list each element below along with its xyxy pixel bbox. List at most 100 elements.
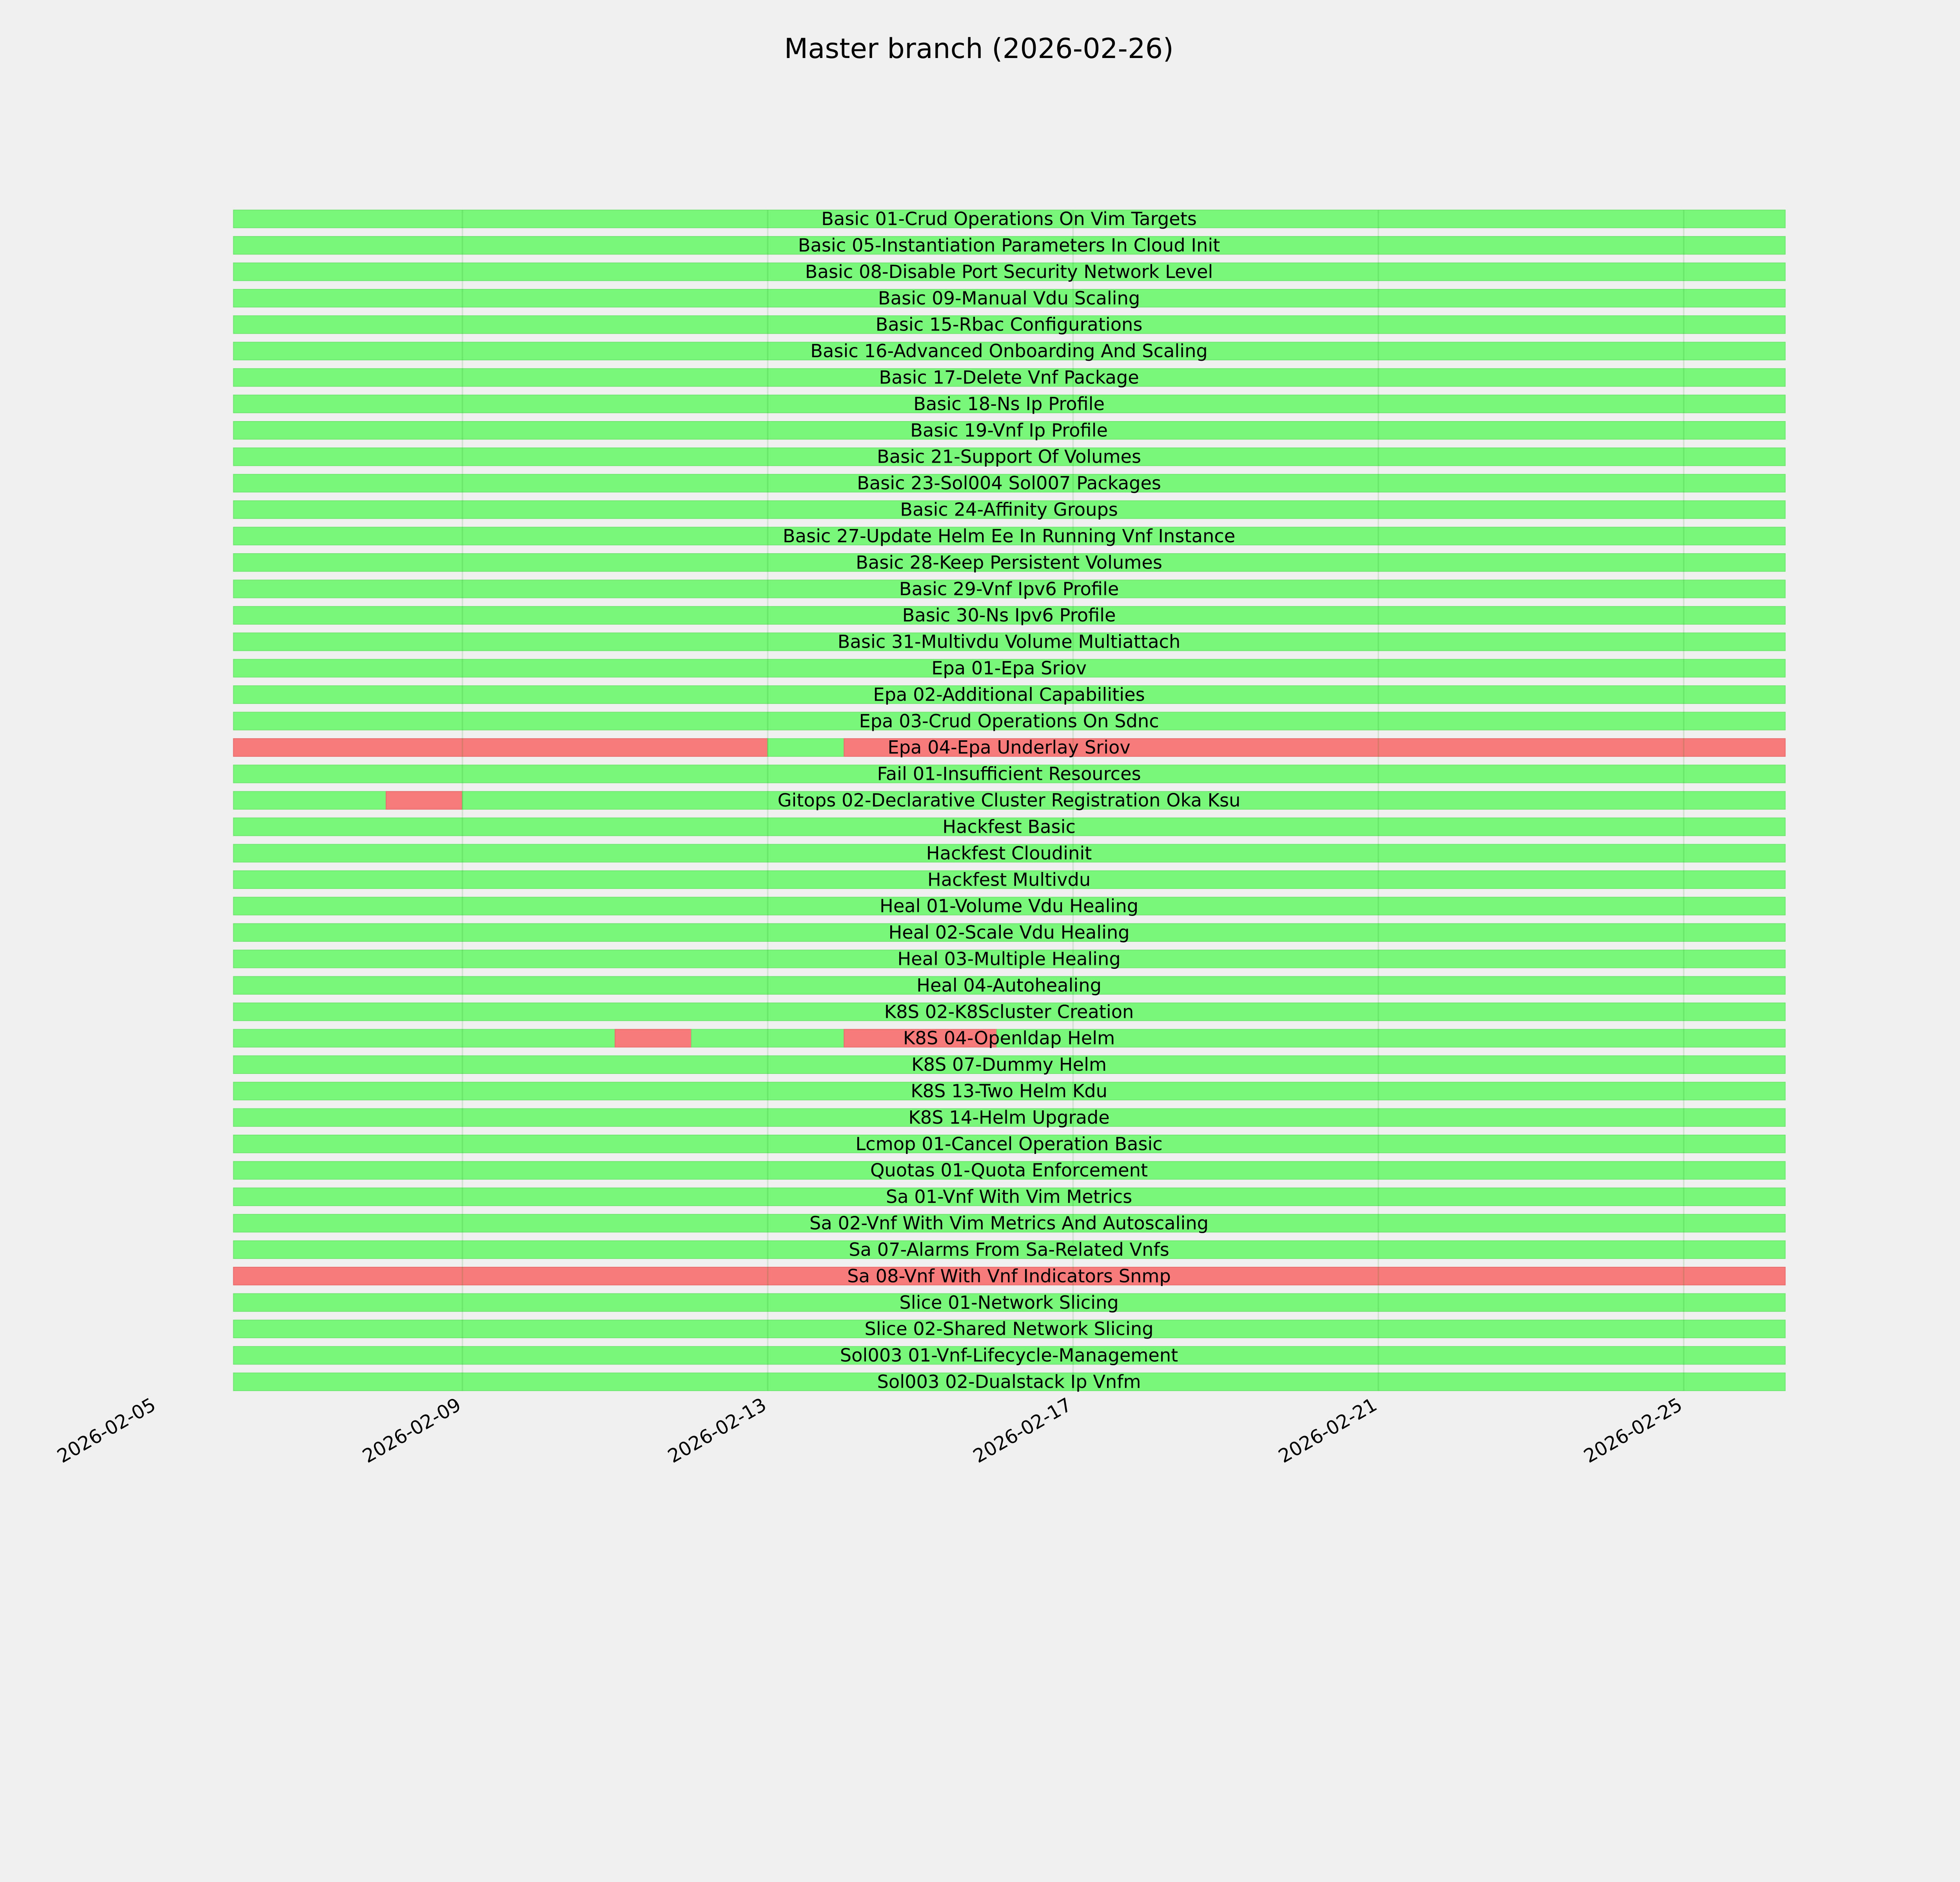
pass-segment (233, 579, 1786, 598)
pass-segment (233, 474, 1786, 493)
row-label: Epa 01-Epa Sriov (931, 658, 1087, 679)
row-label: K8S 13-Two Helm Kdu (911, 1081, 1107, 1102)
pass-segment (233, 342, 1786, 360)
row-label: Basic 24-Affinity Groups (900, 499, 1118, 520)
test-row (233, 659, 1786, 678)
row-label: Heal 03-Multiple Healing (897, 948, 1120, 969)
row-label: Hackfest Cloudinit (926, 843, 1092, 864)
row-label: K8S 14-Helm Upgrade (908, 1107, 1109, 1128)
pass-segment (233, 1240, 1786, 1259)
test-row (233, 632, 1786, 651)
pass-segment (233, 394, 1786, 413)
test-row (233, 236, 1786, 255)
pass-segment (462, 791, 1786, 810)
pass-segment (233, 659, 1786, 678)
test-row (233, 1240, 1786, 1259)
test-row (233, 1134, 1786, 1154)
row-label: Basic 19-Vnf Ip Profile (910, 420, 1108, 441)
test-row (233, 1187, 1786, 1206)
row-label: Epa 02-Additional Capabilities (873, 684, 1145, 705)
pass-segment (233, 315, 1786, 334)
pass-segment (233, 844, 1786, 863)
pass-segment (233, 289, 1786, 308)
row-label: Gitops 02-Declarative Cluster Registrati… (778, 790, 1241, 811)
test-row (233, 1319, 1786, 1339)
test-row (233, 791, 1786, 810)
row-labels-layer: Basic 01-Crud Operations On Vim Targets B… (778, 208, 1241, 1392)
test-row (233, 1055, 1786, 1074)
test-row (233, 342, 1786, 360)
fail-segment (844, 1029, 997, 1048)
pass-segment (767, 738, 845, 757)
pass-segment (233, 1187, 1786, 1206)
pass-segment (233, 1214, 1786, 1233)
pass-segment (233, 262, 1786, 281)
row-label: K8S 04-Openldap Helm (903, 1028, 1115, 1049)
grid-layer (461, 210, 1685, 1391)
pass-segment (233, 421, 1786, 440)
row-label: Hackfest Basic (942, 816, 1076, 837)
row-label: Sa 01-Vnf With Vim Metrics (886, 1186, 1132, 1207)
pass-segment (233, 712, 1786, 730)
test-row (233, 1372, 1786, 1391)
pass-segment (233, 500, 1786, 519)
pass-segment (233, 1002, 1786, 1021)
row-label: Basic 29-Vnf Ipv6 Profile (899, 578, 1119, 599)
test-row (233, 1029, 1786, 1048)
test-row (233, 950, 1786, 968)
pass-segment (233, 791, 387, 810)
test-row (233, 447, 1786, 466)
pass-segment (233, 923, 1786, 942)
test-row (233, 738, 1786, 757)
test-row (233, 1161, 1786, 1180)
test-row (233, 209, 1786, 228)
test-row (233, 1293, 1786, 1312)
test-row (233, 527, 1786, 545)
test-row (233, 870, 1786, 889)
row-label: K8S 07-Dummy Helm (911, 1054, 1107, 1075)
row-label: Basic 18-Ns Ip Profile (913, 393, 1105, 414)
test-row (233, 289, 1786, 308)
pass-segment (233, 606, 1786, 625)
row-label: Basic 17-Delete Vnf Package (879, 367, 1139, 388)
test-row (233, 685, 1786, 704)
pass-segment (233, 236, 1786, 255)
row-label: Heal 04-Autohealing (916, 975, 1102, 996)
chart-title: Master branch (2026-02-26) (784, 33, 1174, 65)
fail-segment (615, 1029, 692, 1048)
pass-segment (233, 817, 1786, 836)
row-label: Basic 01-Crud Operations On Vim Targets (821, 208, 1197, 229)
fail-segment (385, 791, 463, 810)
row-label: Basic 08-Disable Port Security Network L… (805, 261, 1213, 282)
test-row (233, 817, 1786, 836)
fail-segment (233, 1267, 1786, 1286)
test-row (233, 1108, 1786, 1127)
test-row (233, 474, 1786, 493)
test-row (233, 606, 1786, 625)
test-row (233, 1214, 1786, 1233)
test-row (233, 500, 1786, 519)
row-label: Basic 27-Update Helm Ee In Running Vnf I… (783, 525, 1235, 547)
test-row (233, 421, 1786, 440)
row-label: Basic 30-Ns Ipv6 Profile (902, 605, 1116, 626)
test-row (233, 394, 1786, 413)
test-row (233, 262, 1786, 281)
pass-segment (233, 870, 1786, 889)
pass-segment (233, 1319, 1786, 1339)
row-label: Sa 02-Vnf With Vim Metrics And Autoscali… (809, 1213, 1209, 1234)
row-label: Sol003 02-Dualstack Ip Vnfm (877, 1371, 1141, 1392)
row-label: Quotas 01-Quota Enforcement (870, 1160, 1148, 1181)
row-label: Basic 15-Rbac Configurations (876, 314, 1143, 335)
row-label: Fail 01-Insufficient Resources (877, 763, 1141, 785)
test-row (233, 1082, 1786, 1101)
row-label: Basic 16-Advanced Onboarding And Scaling (810, 340, 1208, 362)
bars-layer (233, 209, 1786, 1391)
row-label: Slice 02-Shared Network Slicing (865, 1318, 1154, 1339)
fail-segment (844, 738, 1786, 757)
test-row (233, 553, 1786, 572)
row-label: Sol003 01-Vnf-Lifecycle-Management (840, 1345, 1178, 1366)
test-row (233, 1002, 1786, 1021)
test-row (233, 897, 1786, 916)
row-label: Heal 01-Volume Vdu Healing (880, 896, 1138, 917)
test-row (233, 579, 1786, 598)
